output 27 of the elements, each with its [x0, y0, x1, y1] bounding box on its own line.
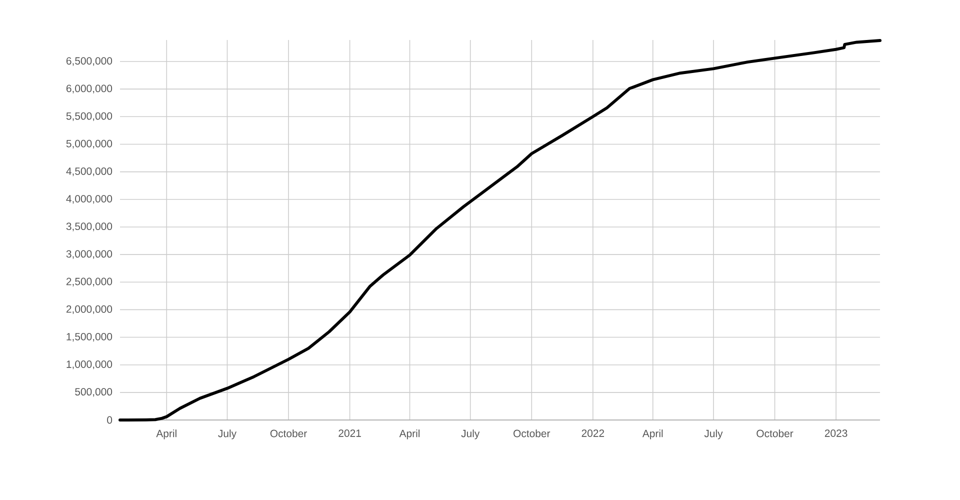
- y-tick-label: 2,000,000: [66, 305, 112, 314]
- y-tick-label: 1,000,000: [66, 360, 112, 370]
- y-tick-label: 500,000: [75, 388, 112, 397]
- y-tick-label: 0: [107, 416, 112, 424]
- x-tick-label: July: [218, 430, 237, 440]
- y-tick-label: 5,000,000: [66, 140, 112, 149]
- x-tick-label: 2023: [824, 430, 848, 437]
- y-tick-label: 6,000,000: [66, 84, 112, 94]
- x-tick-label: April: [642, 430, 663, 440]
- x-tick-label: April: [156, 430, 176, 440]
- y-tick-label: 5,500,000: [66, 112, 112, 121]
- y-tick-label: 3,000,000: [66, 250, 112, 259]
- y-tick-label: 4,500,000: [66, 168, 112, 176]
- x-tick-label: July: [461, 430, 480, 440]
- x-tick-label: October: [756, 430, 794, 438]
- x-tick-label: 2021: [338, 430, 361, 437]
- x-tick-label: October: [514, 430, 550, 438]
- y-tick-label: 4,000,000: [66, 195, 112, 204]
- y-tick-label: 3,500,000: [66, 222, 112, 232]
- y-tick-label: 1,500,000: [66, 332, 112, 342]
- x-tick-label: October: [270, 430, 307, 438]
- y-tick-label: 2,500,000: [66, 278, 112, 286]
- line-series: [118, 39, 882, 422]
- y-tick-label: 6,500,000: [66, 57, 112, 66]
- x-tick-label: April: [399, 430, 420, 440]
- x-tick-label: July: [704, 430, 723, 440]
- x-tick-label: 2022: [582, 430, 604, 437]
